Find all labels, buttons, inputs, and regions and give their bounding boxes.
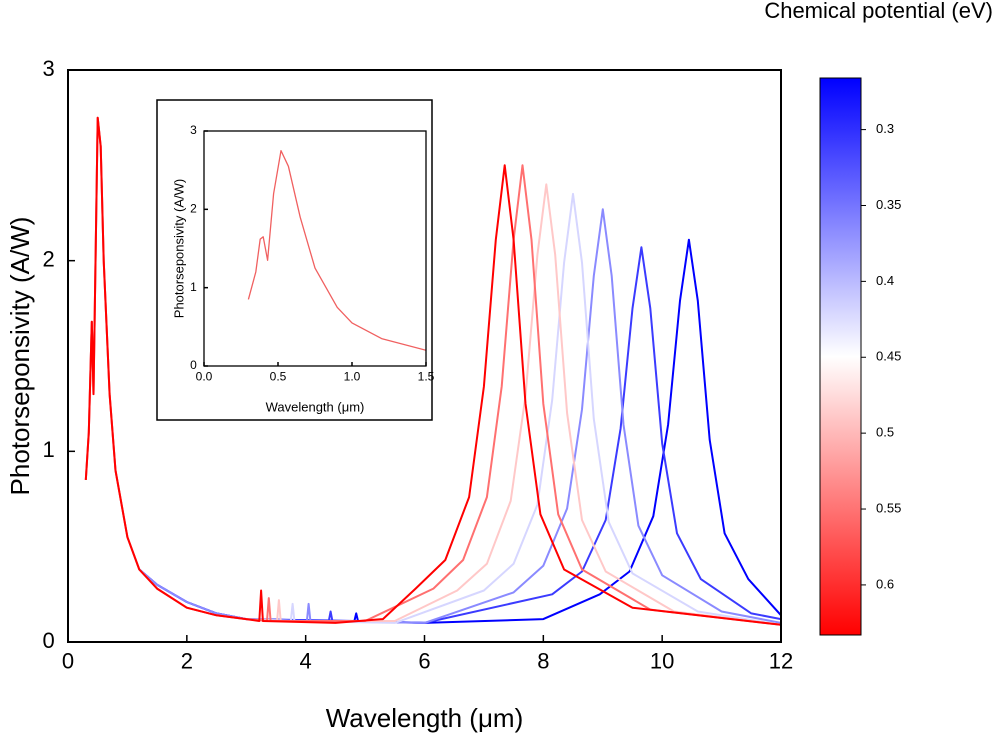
colorbar-tick-label: 0.35 — [876, 197, 901, 212]
x-tick-label: 2 — [181, 649, 193, 674]
x-tick-label: 0 — [62, 649, 74, 674]
colorbar — [819, 77, 862, 636]
x-tick-label: 10 — [650, 649, 674, 674]
y-tick-label: 2 — [43, 246, 55, 271]
x-axis-title: Wavelength (μm) — [326, 703, 524, 733]
colorbar-tick-label: 0.6 — [876, 576, 894, 591]
data-line — [84, 116, 781, 626]
colorbar-title: Chemical potential (eV) — [764, 0, 993, 23]
x-tick-label: 6 — [418, 649, 430, 674]
plot-frame — [203, 130, 427, 367]
colorbar-tick-label: 0.4 — [876, 273, 894, 288]
colorbar-tick-label: 0.3 — [876, 121, 894, 136]
x-tick-label: 1.0 — [344, 370, 361, 384]
data-line — [247, 149, 426, 351]
y-tick-label: 1 — [190, 280, 197, 294]
x-tick-label: 0.5 — [270, 370, 287, 384]
y-axis-title: Photorseponsivity (A/W) — [5, 217, 35, 496]
y-tick-label: 2 — [190, 202, 197, 216]
y-tick-label: 3 — [43, 56, 55, 81]
y-tick-label: 0 — [43, 628, 55, 653]
y-tick-label: 0 — [190, 358, 197, 372]
x-tick-label: 4 — [300, 649, 312, 674]
inset-frame — [156, 99, 433, 421]
colorbar-tick-label: 0.45 — [876, 349, 901, 364]
data-line — [138, 208, 781, 624]
y-tick-label: 1 — [43, 437, 55, 462]
x-tick-label: 1.5 — [418, 370, 435, 384]
y-axis-title: Photorseponsivity (A/W) — [171, 179, 186, 318]
y-tick-label: 3 — [190, 123, 197, 137]
x-tick-label: 8 — [537, 649, 549, 674]
colorbar-tick-label: 0.5 — [876, 425, 894, 440]
x-tick-label: 0.0 — [196, 370, 213, 384]
x-tick-label: 12 — [769, 649, 793, 674]
colorbar-tick-label: 0.55 — [876, 500, 901, 515]
x-axis-title: Wavelength (μm) — [266, 399, 365, 414]
